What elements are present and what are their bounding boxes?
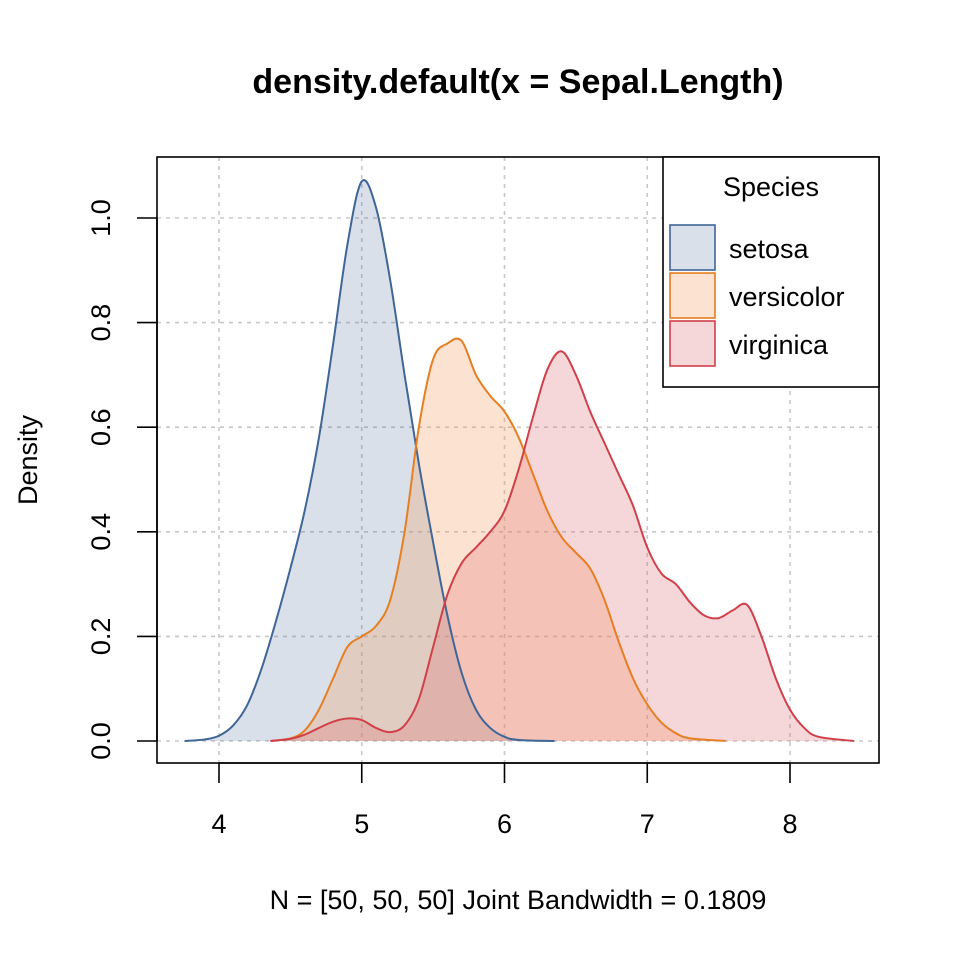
legend-label-virginica: virginica	[729, 330, 829, 360]
legend-swatch-setosa	[669, 224, 716, 271]
x-tick-label-3: 7	[640, 809, 655, 839]
y-tick-label-4: 0.8	[86, 304, 116, 342]
line-setosa	[184, 179, 555, 742]
legend-items: setosa versicolor virginica	[669, 224, 845, 367]
density-lines	[184, 179, 855, 742]
x-tick-label-2: 6	[497, 809, 512, 839]
legend-swatch-virginica	[669, 320, 716, 367]
area-versicolor	[270, 338, 726, 741]
density-areas	[184, 180, 855, 741]
legend-box	[662, 156, 880, 388]
x-tick-label-4: 8	[782, 809, 797, 839]
line-versicolor	[270, 337, 726, 742]
legend-item-versicolor: versicolor	[669, 272, 845, 319]
y-tick-label-0: 0.0	[86, 722, 116, 760]
y-tick-label-5: 1.0	[86, 199, 116, 237]
legend-swatch-versicolor	[669, 272, 716, 319]
y-axis-label: Density	[13, 414, 43, 505]
chart-title: density.default(x = Sepal.Length)	[252, 63, 783, 101]
y-tick-label-3: 0.6	[86, 408, 116, 446]
y-tick-label-1: 0.2	[86, 618, 116, 656]
y-axis: 0.0 0.2 0.4 0.6 0.8 1.0	[86, 199, 158, 760]
area-virginica	[270, 351, 855, 741]
grid	[157, 157, 879, 763]
legend-label-setosa: setosa	[729, 234, 810, 264]
legend-title: Species	[723, 172, 819, 202]
legend-label-versicolor: versicolor	[729, 282, 845, 312]
area-setosa	[184, 180, 555, 741]
legend-item-virginica: virginica	[669, 320, 829, 367]
legend-item-setosa: setosa	[669, 224, 810, 271]
y-tick-label-2: 0.4	[86, 513, 116, 551]
line-virginica	[270, 350, 855, 742]
x-tick-label-0: 4	[211, 809, 226, 839]
x-axis-label: N = [50, 50, 50] Joint Bandwidth = 0.180…	[270, 885, 767, 915]
legend: Species setosa versicolor virginica	[662, 156, 880, 388]
x-axis: 4 5 6 7 8	[211, 762, 798, 839]
x-tick-label-1: 5	[354, 809, 369, 839]
